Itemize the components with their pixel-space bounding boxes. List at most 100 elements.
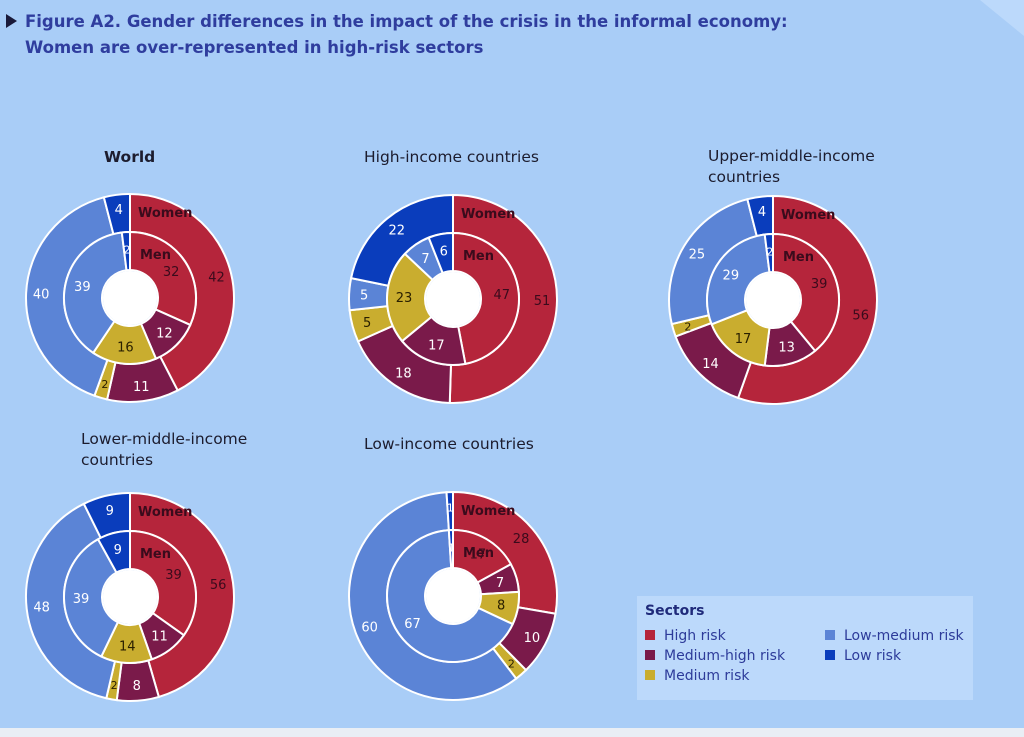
- inner-ring-series-label: Men: [140, 248, 171, 263]
- panel-title-line: World: [104, 148, 156, 166]
- title-triangle-icon: [6, 14, 17, 28]
- inner-ring-slice-high-risk: [129, 230, 197, 327]
- legend-label: Low risk: [844, 648, 902, 664]
- outer-ring-series-label: Women: [138, 206, 192, 221]
- outer-ring-value-label: 14: [702, 357, 719, 372]
- panel-title-line: Lower-middle-income: [81, 430, 248, 448]
- inner-ring-value-label: 47: [494, 288, 511, 303]
- inner-ring-value-label: 39: [74, 280, 91, 295]
- inner-ring-value-label: 11: [151, 630, 168, 645]
- inner-ring-value-label: 8: [497, 599, 505, 614]
- inner-ring-series-label: Men: [783, 250, 814, 265]
- outer-ring-series-label: Women: [138, 505, 192, 520]
- panel-title-line: countries: [708, 168, 781, 186]
- outer-ring-value-label: 60: [361, 621, 378, 636]
- inner-ring-value-label: 12: [156, 326, 173, 341]
- inner-ring-value-label: 2: [766, 246, 773, 259]
- panel-title-upper-middle-income: Upper-middle-income countries: [708, 146, 875, 188]
- donut-center: [426, 272, 480, 326]
- donut-center: [426, 569, 480, 623]
- inner-ring-slice-low-medium-risk: [706, 233, 771, 326]
- outer-ring-value-label: 2: [684, 320, 691, 333]
- donut-chart-1: 51 18 5 5 22 47 17 23 76 Women Men: [348, 193, 558, 404]
- inner-ring-slice-low-risk: [96, 529, 131, 574]
- outer-ring-value-label: 28: [513, 532, 530, 547]
- donut-chart-3: 56 8 2 48 9 39 11 14 39 9 Women Men: [25, 491, 235, 702]
- donut-center: [746, 273, 800, 327]
- legend-title: Sectors: [645, 603, 705, 619]
- legend-label: Low-medium risk: [844, 628, 964, 644]
- outer-ring-value-label: 56: [210, 578, 227, 593]
- panel-title-world: World: [104, 147, 155, 168]
- inner-ring-slice-low-risk: [763, 232, 774, 274]
- inner-ring-slice-low-medium-risk: [63, 231, 128, 355]
- outer-ring-value-label: 2: [111, 679, 118, 692]
- inner-ring-value-label: 17: [470, 547, 487, 562]
- legend-item-medium-high-risk: Medium-high risk: [645, 648, 785, 664]
- figure-title-line-1: Figure A2. Gender differences in the imp…: [25, 12, 788, 31]
- outer-ring-value-label: 18: [395, 366, 412, 381]
- legend-item-low-risk: Low risk: [825, 648, 901, 664]
- inner-ring-series-label: Men: [140, 547, 171, 562]
- inner-ring-value-label: 16: [117, 340, 134, 355]
- panel-title-low-income: Low-income countries: [364, 434, 534, 455]
- outer-ring-value-label: 2: [508, 658, 515, 671]
- legend-label: Medium risk: [664, 668, 750, 684]
- inner-ring-value-label: 17: [735, 332, 752, 347]
- outer-ring-value-label: 8: [133, 679, 141, 694]
- legend-item-medium-risk: Medium risk: [645, 668, 749, 684]
- inner-ring-slice-low-risk: [447, 528, 454, 570]
- inner-ring-value-label: 6: [440, 244, 448, 259]
- outer-ring-series-label: Women: [461, 504, 515, 519]
- legend-swatch: [645, 650, 655, 660]
- inner-ring-value-label: 1: [448, 542, 455, 555]
- inner-ring-slice-high-risk: [452, 231, 520, 366]
- outer-ring-value-label: 51: [534, 294, 551, 309]
- legend: Sectors High risk Low-medium risk Medium…: [637, 596, 973, 700]
- inner-ring-value-label: 2: [123, 244, 130, 257]
- outer-ring-value-label: 5: [360, 288, 368, 303]
- outer-ring-value-label: 40: [33, 287, 50, 302]
- outer-ring-value-label: 9: [106, 504, 114, 519]
- outer-ring-value-label: 2: [101, 378, 108, 391]
- inner-ring-slice-low-risk: [120, 230, 131, 272]
- legend-item-low-medium-risk: Low-medium risk: [825, 628, 964, 644]
- bottom-strip: [0, 728, 1024, 737]
- donut-chart-4: 28 10 2 60 1 17 7 8 67 1 Women Men: [348, 490, 558, 701]
- inner-ring-slice-low-medium-risk: [386, 529, 515, 663]
- inner-ring-slice-medium-risk: [386, 252, 435, 343]
- inner-ring-slice-low-medium-risk: [63, 537, 120, 658]
- panel-title-lower-middle-income: Lower-middle-income countries: [81, 429, 247, 471]
- donut-chart-2: 56 14 2 25 4 39 13 17 29 2 Women Men: [668, 194, 878, 405]
- outer-ring-value-label: 4: [115, 203, 123, 218]
- outer-ring-value-label: 10: [524, 631, 541, 646]
- inner-ring-value-label: 7: [496, 576, 504, 591]
- inner-ring-value-label: 23: [396, 291, 413, 306]
- legend-swatch: [645, 670, 655, 680]
- inner-ring-value-label: 39: [73, 592, 90, 607]
- inner-ring-slice-high-risk: [129, 529, 197, 637]
- panel-title-line: countries: [81, 451, 154, 469]
- inner-ring-value-label: 67: [404, 617, 421, 632]
- outer-ring-series-label: Women: [781, 208, 835, 223]
- panel-title-line: Low-income countries: [364, 435, 534, 453]
- legend-label: Medium-high risk: [664, 648, 786, 664]
- inner-ring-value-label: 39: [165, 568, 182, 583]
- outer-ring-value-label: 48: [33, 601, 50, 616]
- inner-ring-value-label: 29: [723, 269, 740, 284]
- legend-item-high-risk: High risk: [645, 628, 726, 644]
- legend-swatch: [645, 630, 655, 640]
- inner-ring-slice-low-risk: [427, 231, 454, 275]
- inner-ring-value-label: 17: [428, 339, 445, 354]
- outer-ring-value-label: 42: [208, 271, 225, 286]
- donut-center: [103, 570, 157, 624]
- inner-ring-series-label: Men: [463, 249, 494, 264]
- panel-title-high-income: High-income countries: [364, 147, 539, 168]
- legend-swatch: [825, 650, 835, 660]
- corner-decoration: [980, 0, 1024, 36]
- donut-chart-0: 42 11 2 40 4 32 12 16 39 2 Women Men: [25, 192, 235, 403]
- inner-ring-value-label: 14: [119, 639, 136, 654]
- inner-ring-value-label: 39: [811, 277, 828, 292]
- outer-ring-value-label: 5: [363, 316, 371, 331]
